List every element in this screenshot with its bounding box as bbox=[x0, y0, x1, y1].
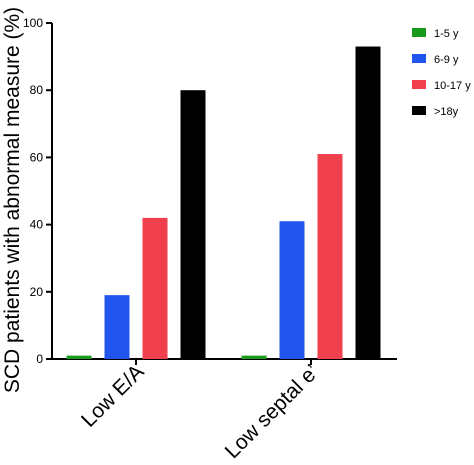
bar bbox=[180, 90, 206, 359]
bar bbox=[317, 154, 343, 359]
y-axis-label: SCD patients with abnormal measure (%) bbox=[1, 7, 24, 393]
bar bbox=[279, 221, 305, 359]
legend-label: >18y bbox=[434, 106, 459, 118]
bar bbox=[104, 295, 130, 359]
y-tick-label: 100 bbox=[23, 16, 43, 30]
y-tick-label: 0 bbox=[36, 352, 43, 366]
bar bbox=[241, 355, 267, 359]
bar bbox=[142, 217, 168, 359]
y-axis-label-group: SCD patients with abnormal measure (%) bbox=[1, 7, 24, 393]
legend-label: 10-17 y bbox=[434, 80, 471, 92]
y-tick-label: 80 bbox=[30, 83, 44, 97]
bar bbox=[355, 46, 381, 360]
bars bbox=[66, 46, 381, 360]
x-tick-label: Low E/A bbox=[77, 360, 149, 432]
legend-swatch bbox=[412, 80, 426, 89]
legend-label: 6-9 y bbox=[434, 54, 459, 66]
legend: 1-5 y 6-9 y 10-17 y >18y bbox=[412, 28, 471, 118]
bar bbox=[66, 355, 92, 359]
legend-swatch bbox=[412, 28, 426, 37]
legend-swatch bbox=[412, 106, 426, 115]
x-tick-label: Low septal e’ bbox=[221, 360, 324, 463]
y-tick-label: 40 bbox=[30, 218, 44, 232]
legend-label: 1-5 y bbox=[434, 28, 459, 40]
y-tick-label: 20 bbox=[30, 285, 44, 299]
legend-swatch bbox=[412, 54, 426, 63]
y-tick-label: 60 bbox=[30, 150, 44, 164]
